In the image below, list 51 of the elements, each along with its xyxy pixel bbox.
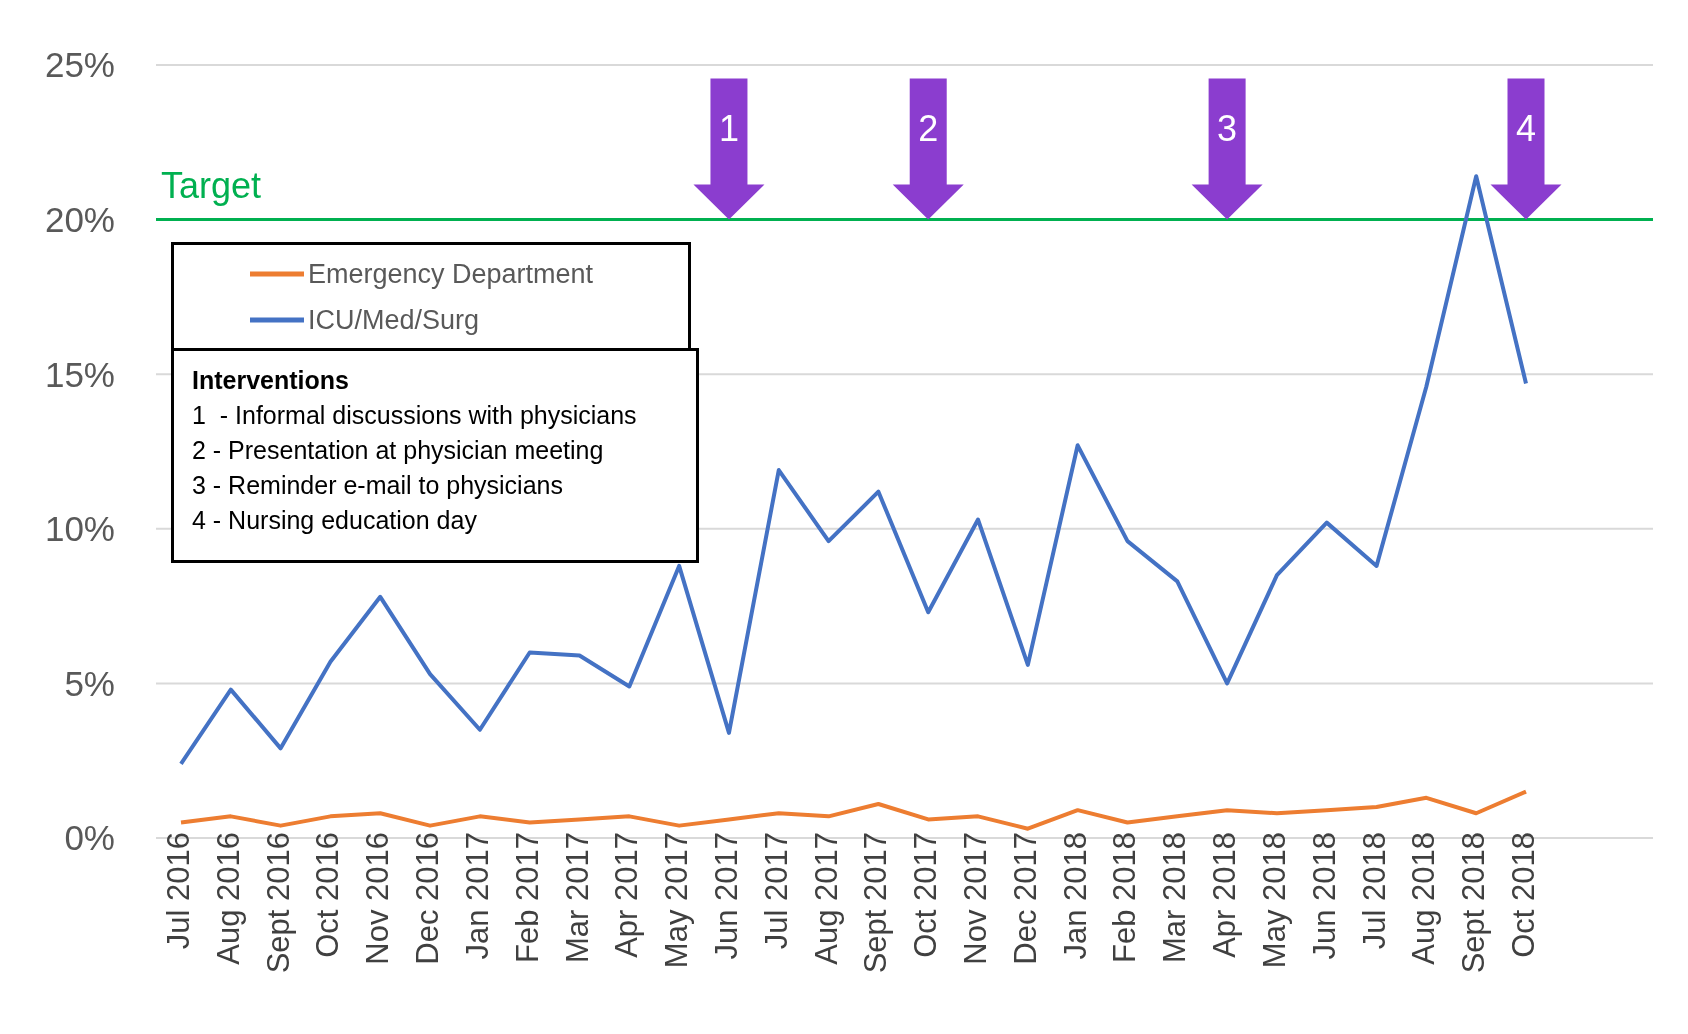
x-tick-label: Jul 2017 [758, 832, 794, 950]
annotation: 2 [918, 107, 939, 149]
x-tick-label: Jul 2018 [1356, 832, 1392, 950]
y-tick-label: 15% [44, 354, 115, 394]
x-tick-label: Oct 2016 [310, 832, 346, 958]
line-series [179, 789, 1528, 831]
annotation: 3 - Reminder e-mail to physicians [192, 470, 564, 501]
x-tick-label: Aug 2016 [210, 832, 246, 965]
arrow-icon: 3 [1191, 78, 1263, 220]
annotation: Interventions [192, 365, 350, 396]
annotation: 1 [718, 107, 739, 149]
x-tick-label: Mar 2018 [1157, 832, 1193, 963]
legend-label: ICU/Med/Surg [308, 304, 480, 336]
x-tick-label: Feb 2017 [509, 832, 545, 963]
x-tick-label: Jan 2017 [459, 832, 495, 960]
x-tick-label: Oct 2017 [908, 832, 944, 958]
annotation: 1 - Informal discussions with physicians [192, 400, 638, 431]
legend-label: Emergency Department [308, 258, 594, 290]
annotation: 3 [1217, 107, 1238, 149]
arrow-icon: 2 [892, 78, 964, 220]
annotation: 4 [1515, 107, 1537, 149]
x-tick-label: Dec 2017 [1007, 832, 1043, 965]
y-tick-label: 25% [44, 45, 115, 85]
x-tick-label: Feb 2018 [1107, 832, 1143, 963]
ref-line-label: Target [161, 165, 262, 207]
x-tick-label: Jan 2018 [1057, 832, 1093, 960]
x-tick-label: May 2018 [1256, 832, 1292, 969]
x-tick-label: Dec 2016 [410, 832, 446, 965]
x-tick-label: Apr 2017 [609, 832, 645, 958]
x-tick-label: Jun 2018 [1306, 832, 1342, 960]
x-tick-label: Aug 2018 [1406, 832, 1442, 965]
x-tick-label: Sept 2017 [858, 832, 894, 974]
y-tick-label: 5% [64, 663, 115, 703]
x-tick-label: Mar 2017 [559, 832, 595, 963]
x-tick-label: Sept 2016 [260, 832, 296, 974]
y-tick-label: 20% [44, 200, 115, 240]
x-tick-label: Jun 2017 [708, 832, 744, 960]
x-tick-label: Aug 2017 [808, 832, 844, 965]
arrow-icon: 1 [693, 78, 765, 220]
annotation: 2 - Presentation at physician meeting [192, 435, 605, 466]
x-tick-label: Sept 2018 [1456, 832, 1492, 974]
y-tick-label: 10% [44, 509, 115, 549]
x-tick-label: Apr 2018 [1207, 832, 1243, 958]
y-tick-label: 0% [64, 818, 115, 858]
x-tick-label: Oct 2018 [1506, 832, 1542, 958]
x-tick-label: May 2017 [659, 832, 695, 969]
arrow-icon: 4 [1490, 78, 1562, 220]
annotation: 4 - Nursing education day [192, 505, 478, 536]
x-tick-label: Nov 2016 [360, 832, 396, 965]
x-tick-label: Nov 2017 [958, 832, 994, 965]
x-tick-label: Jul 2016 [161, 832, 197, 950]
